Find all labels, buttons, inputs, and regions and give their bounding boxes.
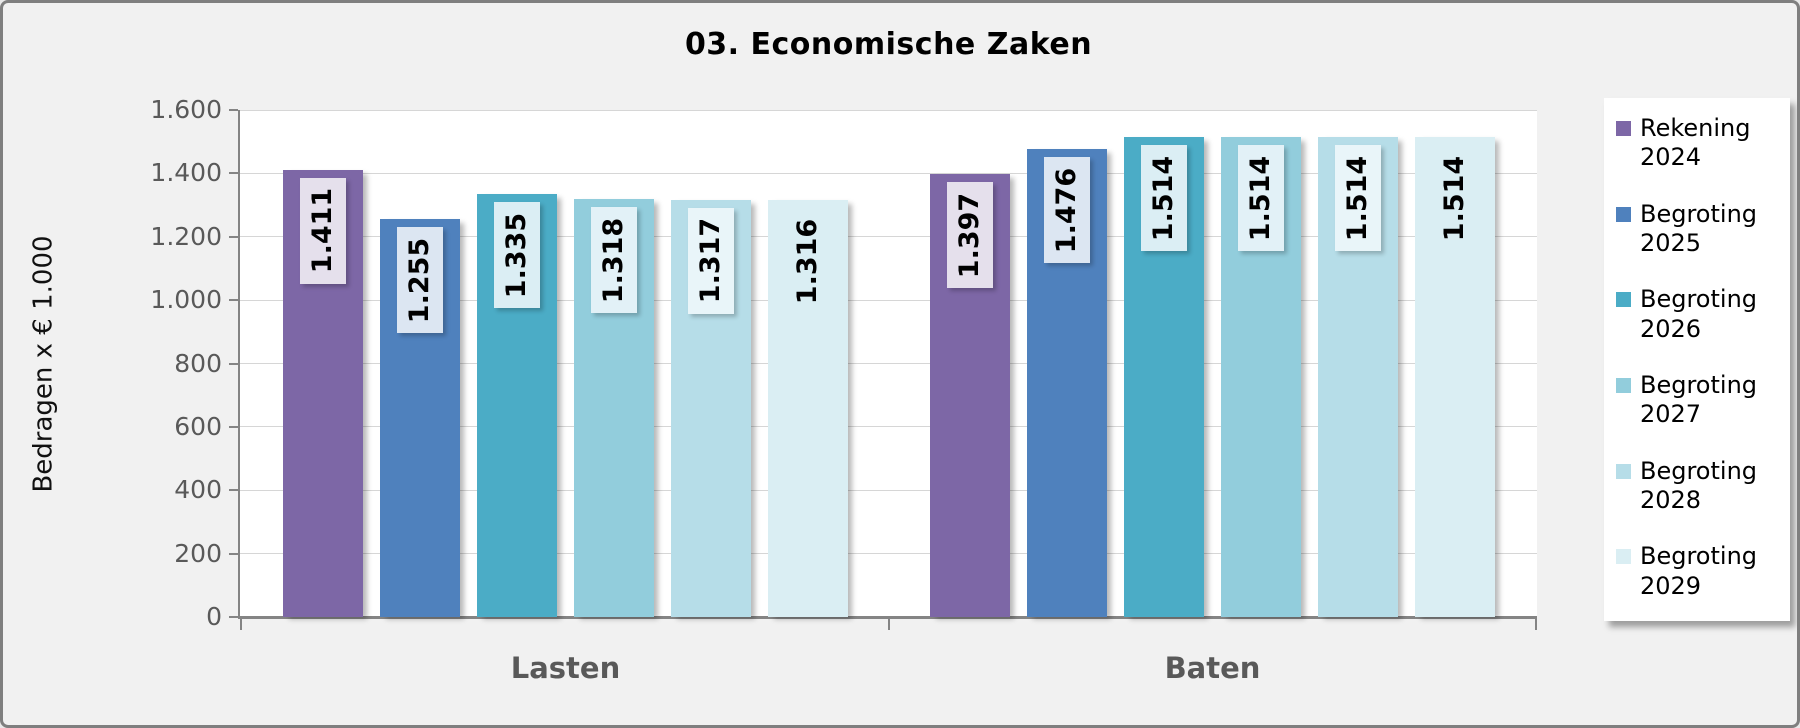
legend-marker-icon xyxy=(1616,292,1631,308)
bar-baten-begroting-2027: 1.514 xyxy=(1221,137,1301,617)
bar-baten-begroting-2025: 1.476 xyxy=(1027,149,1107,617)
bar-lasten-begroting-2026: 1.335 xyxy=(477,194,557,617)
y-axis-tick xyxy=(229,299,238,302)
legend-label: Begroting 2029 xyxy=(1640,542,1758,600)
bar-lasten-rekening-2024: 1.411 xyxy=(283,169,363,617)
y-tick-label: 200 xyxy=(174,538,222,568)
bar-lasten-begroting-2028: 1.317 xyxy=(671,199,751,617)
bar-value-label-box: 1.397 xyxy=(947,182,993,289)
bar-lasten-begroting-2027: 1.318 xyxy=(574,199,654,617)
gridline xyxy=(240,109,1537,111)
bar-value-label-box: 1.255 xyxy=(397,227,443,334)
gridline xyxy=(240,426,1537,428)
bar-value-label-box: 1.514 xyxy=(1141,145,1187,252)
y-tick-label: 1.000 xyxy=(150,285,222,315)
category-label-lasten: Lasten xyxy=(510,651,621,685)
legend-item: Begroting 2026 xyxy=(1616,285,1784,344)
legend-item: Begroting 2028 xyxy=(1616,457,1784,516)
bar-baten-begroting-2029: 1.514 xyxy=(1415,137,1495,617)
x-axis-tick xyxy=(1535,619,1537,630)
y-tick-label: 1.600 xyxy=(150,95,222,124)
bar-value-label: 1.514 xyxy=(1148,155,1180,242)
bar-value-label-box: 1.514 xyxy=(1432,145,1478,252)
y-tick-label: 600 xyxy=(174,411,222,441)
gridline xyxy=(240,172,1537,174)
bar-baten-rekening-2024: 1.397 xyxy=(930,174,1010,617)
bar-value-label-box: 1.318 xyxy=(591,207,637,314)
gridline xyxy=(240,299,1537,301)
legend-item: Begroting 2025 xyxy=(1616,200,1784,259)
legend: Rekening 2024 Begroting 2025 Begroting 202… xyxy=(1604,98,1790,621)
y-axis-tick xyxy=(229,109,238,111)
y-axis-tick xyxy=(229,362,238,365)
y-axis-tick xyxy=(229,552,238,555)
y-axis-tick xyxy=(229,489,238,492)
plot-area: 0 200 400 600 800 1.000 1.200 1.400 1.600 1.411 1.… xyxy=(150,95,1537,631)
legend-marker-icon xyxy=(1616,378,1631,394)
y-tick-label: 400 xyxy=(174,475,222,505)
y-axis-tick xyxy=(229,616,238,618)
bar-lasten-begroting-2025: 1.255 xyxy=(380,219,460,617)
bar-value-label: 1.317 xyxy=(695,218,727,304)
bar-value-label-box: 1.317 xyxy=(688,207,734,314)
bar-value-label-box: 1.411 xyxy=(300,177,346,284)
y-axis-tick xyxy=(229,235,238,238)
bar-value-label: 1.397 xyxy=(954,192,986,279)
gridline xyxy=(240,489,1537,491)
bar-lasten-begroting-2029: 1.316 xyxy=(768,200,848,617)
y-axis-title-text: Bedragen x € 1.000 xyxy=(29,234,59,493)
x-axis-tick xyxy=(888,619,890,630)
legend-item: Begroting 2029 xyxy=(1616,542,1784,601)
y-tick-label: 0 xyxy=(206,602,222,631)
legend-label: Begroting 2028 xyxy=(1640,456,1758,515)
y-tick-label: 1.400 xyxy=(150,158,222,188)
legend-label: Begroting 2025 xyxy=(1640,199,1758,257)
x-axis-line xyxy=(238,616,1537,619)
bar-value-label: 1.318 xyxy=(598,217,630,304)
bar-value-label: 1.476 xyxy=(1051,167,1083,254)
bar-value-label-box: 1.476 xyxy=(1044,157,1090,264)
gridline xyxy=(240,363,1537,364)
legend-item: Begroting 2027 xyxy=(1616,371,1784,430)
legend-item: Rekening 2024 xyxy=(1616,114,1784,173)
y-axis-title: Bedragen x € 1.000 xyxy=(21,110,67,617)
bar-value-label: 1.514 xyxy=(1439,155,1471,242)
bar-value-label-box: 1.514 xyxy=(1238,145,1284,252)
x-axis-tick xyxy=(240,619,242,630)
bar-value-label: 1.335 xyxy=(501,212,533,298)
legend-label: Begroting 2027 xyxy=(1640,371,1758,429)
bar-value-label: 1.514 xyxy=(1342,155,1374,242)
legend-marker-icon xyxy=(1616,549,1631,565)
legend-marker-icon xyxy=(1616,206,1631,222)
bar-value-label-box: 1.514 xyxy=(1335,145,1381,252)
bar-value-label: 1.514 xyxy=(1245,155,1277,242)
legend-label: Begroting 2026 xyxy=(1640,285,1758,343)
bar-value-label: 1.316 xyxy=(792,218,824,304)
gridline xyxy=(240,236,1537,238)
legend-marker-icon xyxy=(1616,463,1631,479)
gridline xyxy=(240,553,1537,555)
y-axis-tick xyxy=(229,425,238,428)
bar-baten-begroting-2028: 1.514 xyxy=(1318,137,1398,617)
bar-value-label-box: 1.335 xyxy=(494,202,540,308)
y-tick-label: 800 xyxy=(174,348,222,378)
bar-value-label: 1.411 xyxy=(307,188,339,274)
y-axis-line xyxy=(238,110,240,619)
category-label-baten: Baten xyxy=(1164,651,1261,685)
bar-value-label: 1.255 xyxy=(404,237,436,324)
legend-marker-icon xyxy=(1616,121,1631,136)
bar-value-label-box: 1.316 xyxy=(785,208,831,314)
y-tick-label: 1.200 xyxy=(150,221,222,251)
y-axis-tick xyxy=(229,172,238,175)
bar-baten-begroting-2026: 1.514 xyxy=(1124,137,1204,617)
chart-title: 03. Economische Zaken xyxy=(684,27,1093,62)
legend-label: Rekening 2024 xyxy=(1640,114,1751,172)
